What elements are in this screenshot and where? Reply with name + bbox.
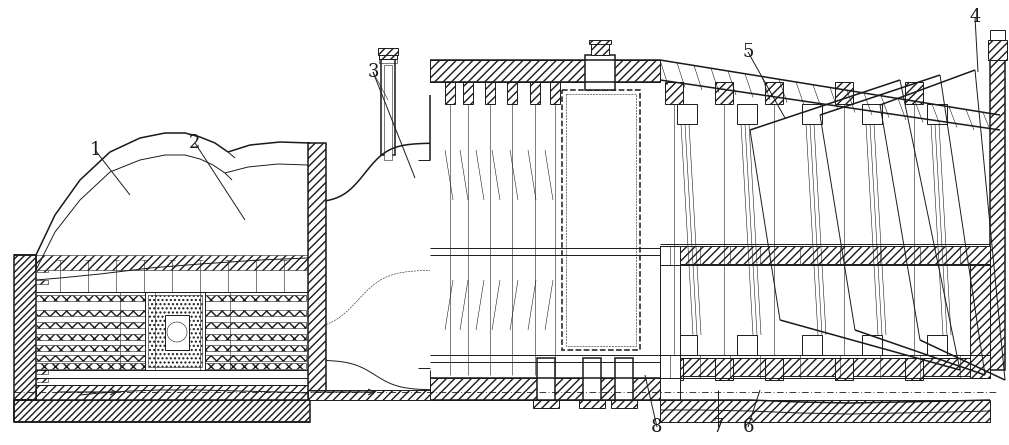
Bar [988, 40, 1007, 60]
Bar [14, 400, 310, 422]
Bar [677, 335, 697, 355]
Bar [308, 143, 326, 400]
Bar [589, 40, 611, 44]
Bar [765, 358, 783, 380]
Bar [715, 358, 733, 380]
Bar [379, 59, 397, 63]
Bar [148, 295, 202, 367]
Bar [802, 335, 822, 355]
Bar [445, 82, 455, 104]
Bar [905, 82, 923, 104]
Bar [14, 255, 36, 400]
Bar [715, 82, 733, 104]
Bar [550, 82, 560, 104]
Text: 3: 3 [367, 63, 378, 81]
Bar [615, 358, 633, 408]
Bar [430, 60, 660, 82]
Text: 1: 1 [89, 141, 101, 159]
Bar [537, 358, 555, 408]
Bar [990, 60, 1005, 370]
Text: 8: 8 [651, 418, 663, 436]
Bar [862, 335, 882, 355]
Bar [36, 355, 306, 361]
Bar [165, 315, 189, 350]
Text: 7: 7 [712, 418, 723, 436]
Bar [660, 246, 990, 264]
Bar [36, 295, 306, 301]
Bar [36, 334, 306, 340]
Bar [660, 246, 680, 400]
Bar [927, 335, 947, 355]
Bar [585, 55, 615, 90]
Bar [835, 358, 853, 380]
Bar [36, 310, 306, 316]
Bar [737, 335, 757, 355]
Bar [308, 390, 430, 400]
Bar [36, 322, 306, 328]
Bar [530, 82, 540, 104]
Bar [611, 400, 637, 408]
Bar [463, 82, 473, 104]
Bar [677, 104, 697, 124]
Bar [36, 385, 308, 400]
Bar [905, 358, 923, 380]
Bar [835, 82, 853, 104]
Bar [990, 30, 1005, 40]
Bar [566, 94, 636, 346]
Bar [378, 48, 398, 55]
Bar [36, 255, 308, 270]
Bar [579, 400, 605, 408]
Bar [379, 53, 397, 59]
Bar [765, 82, 783, 104]
Bar [665, 358, 683, 380]
Bar [802, 104, 822, 124]
Bar [430, 378, 660, 400]
Bar [533, 400, 559, 408]
Text: 5: 5 [743, 43, 754, 61]
Text: 2: 2 [190, 134, 201, 152]
Bar [591, 43, 609, 55]
Bar [485, 82, 495, 104]
Bar [384, 65, 393, 160]
Bar [660, 400, 990, 422]
Bar [583, 358, 601, 408]
Bar [381, 55, 395, 155]
Bar [145, 292, 205, 370]
Bar [36, 268, 48, 272]
Bar [970, 265, 990, 378]
Bar [36, 345, 306, 351]
Bar [36, 378, 48, 382]
Text: 4: 4 [970, 8, 981, 26]
Bar [665, 82, 683, 104]
Bar [737, 104, 757, 124]
Text: 6: 6 [743, 418, 754, 436]
Bar [660, 358, 990, 376]
Bar [562, 90, 640, 350]
Bar [36, 280, 48, 284]
Bar [36, 363, 306, 369]
Bar [927, 104, 947, 124]
Bar [862, 104, 882, 124]
Bar [36, 370, 48, 374]
Bar [507, 82, 517, 104]
